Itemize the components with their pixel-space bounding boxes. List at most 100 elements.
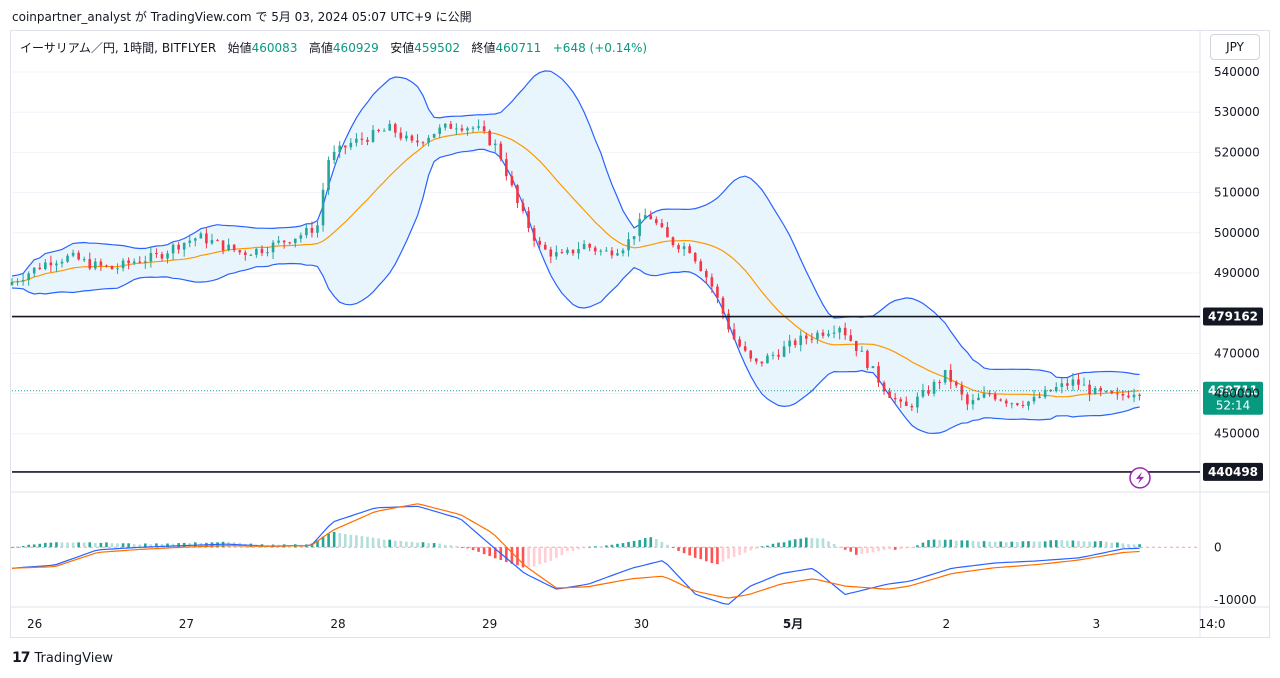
macd-histogram-bar: [1099, 541, 1102, 548]
macd-histogram-bar: [766, 545, 769, 548]
candle-body: [949, 369, 953, 382]
macd-histogram-bar: [366, 536, 369, 548]
candle-body: [788, 340, 791, 347]
price-tick-label: 490000: [1214, 266, 1260, 280]
candle-body: [421, 142, 425, 144]
macd-histogram-bar: [116, 543, 119, 548]
macd-histogram-bar: [466, 547, 469, 549]
candle-body: [721, 297, 725, 314]
candle-body: [766, 355, 769, 364]
candle-body: [155, 252, 158, 255]
macd-histogram-bar: [899, 547, 903, 550]
candle-body: [377, 129, 380, 132]
candle-body: [38, 267, 42, 269]
candle-body: [710, 277, 714, 287]
macd-histogram-bar: [1077, 540, 1080, 548]
macd-histogram-bar: [771, 543, 775, 548]
macd-histogram-bar: [977, 541, 980, 548]
macd-histogram-bar: [1127, 544, 1130, 548]
macd-histogram-bar: [999, 541, 1003, 548]
macd-histogram-bar: [893, 547, 897, 550]
candle-body: [549, 249, 553, 257]
candle-body: [1060, 383, 1064, 387]
candle-body: [843, 327, 847, 336]
macd-histogram-bar: [1016, 541, 1019, 548]
open-label: 始値: [227, 41, 252, 55]
candle-body: [688, 246, 691, 253]
macd-histogram-bar: [649, 537, 653, 548]
macd-signal-line: [11, 503, 1140, 599]
macd-histogram-bar: [732, 547, 736, 557]
candle-body: [260, 248, 264, 254]
candle-body: [921, 390, 925, 397]
candle-body: [238, 250, 242, 253]
macd-histogram-bar: [871, 547, 875, 553]
candle-body: [977, 397, 980, 401]
macd-histogram-bar: [555, 547, 558, 558]
time-tick-label: 30: [634, 617, 649, 631]
candle-body: [532, 228, 536, 241]
candle-body: [805, 335, 808, 339]
macd-histogram-bar: [377, 538, 380, 548]
macd-histogram-bar: [571, 547, 575, 551]
macd-histogram-bar: [88, 542, 92, 548]
candle-body: [1099, 388, 1102, 392]
price-tick-label: 510000: [1214, 186, 1260, 200]
candle-body: [699, 261, 703, 271]
macd-histogram-bar: [527, 547, 530, 567]
candle-body: [755, 358, 758, 362]
currency-button[interactable]: JPY: [1210, 34, 1260, 60]
macd-histogram-bar: [1132, 544, 1136, 548]
candle-body: [182, 242, 186, 250]
candle-body: [338, 145, 342, 152]
macd-histogram-bar: [782, 542, 786, 548]
candle-body: [77, 252, 80, 260]
candle-body: [316, 225, 319, 233]
price-tick-label: 500000: [1214, 226, 1260, 240]
candle-body: [299, 235, 303, 239]
bollinger-lower: [11, 148, 1140, 435]
macd-histogram-bar: [938, 540, 941, 548]
candle-body: [649, 215, 653, 220]
candle-body: [866, 350, 869, 369]
candle-body: [610, 250, 614, 256]
macd-histogram-bar: [860, 547, 864, 554]
candle-body: [899, 399, 903, 402]
candle-body: [882, 382, 886, 392]
open-value: 460083: [251, 41, 298, 55]
macd-histogram-bar: [332, 531, 336, 548]
macd-histogram-bar: [816, 538, 819, 548]
candle-body: [16, 281, 19, 283]
macd-histogram-bar: [44, 542, 47, 548]
candle-body: [732, 329, 736, 340]
candle-body: [438, 127, 441, 134]
candle-body: [1082, 384, 1086, 386]
level-label: 479162: [1208, 310, 1258, 324]
candle-body: [638, 219, 641, 237]
macd-histogram-bar: [1043, 541, 1047, 548]
candle-body: [682, 246, 686, 250]
candle-body: [743, 346, 747, 351]
macd-histogram-bar: [1071, 540, 1075, 548]
candle-body: [999, 399, 1003, 401]
chart-frame: [10, 30, 1270, 638]
macd-histogram-bar: [982, 541, 986, 548]
macd-tick-label: 0: [1214, 540, 1222, 554]
candle-body: [232, 244, 236, 251]
macd-histogram-bar: [854, 547, 858, 555]
macd-histogram-bar: [932, 539, 936, 548]
macd-histogram-bar: [971, 540, 975, 548]
candle-body: [127, 260, 130, 264]
level-label-bg: [1203, 307, 1263, 326]
time-tick-label: 26: [27, 617, 42, 631]
macd-histogram-bar: [327, 533, 330, 548]
candle-body: [877, 366, 880, 383]
candle-body: [1016, 403, 1019, 405]
candle-body: [82, 259, 86, 261]
candle-body: [166, 253, 169, 259]
candle-body: [966, 394, 969, 405]
macd-histogram-bar: [482, 547, 486, 555]
price-tick-label: 460000: [1214, 387, 1260, 401]
macd-histogram-bar: [532, 547, 536, 567]
